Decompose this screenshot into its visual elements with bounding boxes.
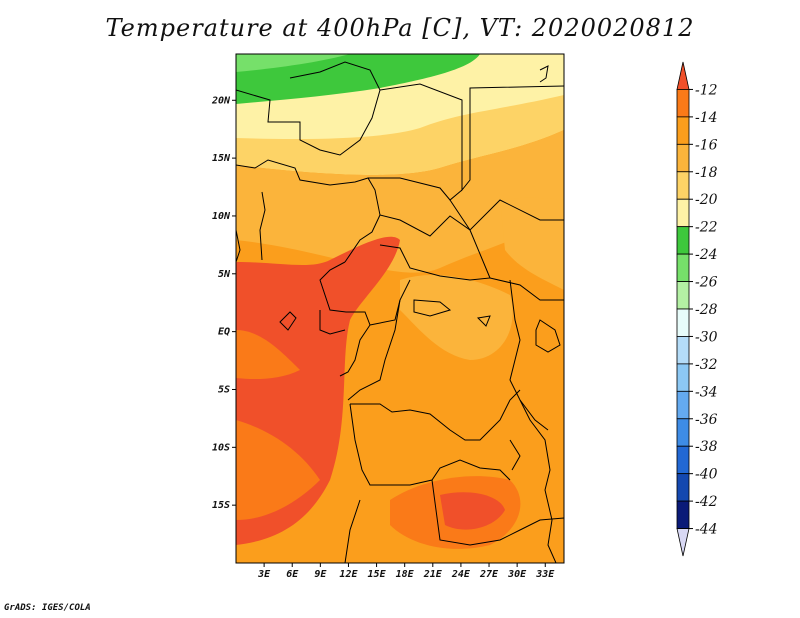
- colorbar-label: -40: [695, 467, 718, 483]
- colorbar-label: -16: [695, 137, 718, 153]
- colorbar-swatch: [676, 89, 690, 118]
- colorbar-swatch: [676, 61, 690, 90]
- colorbar-label: -34: [695, 384, 718, 400]
- colorbar-swatch: [676, 253, 690, 282]
- colorbar-swatch: [676, 445, 690, 475]
- longitude-label: 30E: [507, 569, 527, 580]
- colorbar-swatch: [676, 390, 690, 420]
- latitude-label: EQ: [218, 327, 230, 338]
- colorbar-swatch: [676, 473, 690, 502]
- longitude-label: 6E: [286, 569, 299, 580]
- longitude-label: 21E: [423, 569, 443, 580]
- colorbar-label: -24: [695, 247, 718, 263]
- page-title: Temperature at 400hPa [C], VT: 202002081…: [105, 14, 695, 42]
- colorbar-label: -32: [695, 357, 718, 373]
- colorbar: -12 -14 -16 -18 -20 -22 -24 -26 -28 -30 -32 -34 -36 -…: [676, 61, 718, 557]
- colorbar-label: -42: [695, 494, 718, 510]
- latitude-label: 5N: [218, 269, 231, 280]
- colorbar-swatch: [676, 336, 690, 365]
- latitude-axis: 20N 15N 10N 5N EQ 5S 10S 15S: [211, 95, 236, 511]
- longitude-label: 27E: [479, 569, 499, 580]
- colorbar-label: -12: [695, 82, 718, 98]
- latitude-label: 5S: [218, 384, 230, 395]
- colorbar-swatch: [676, 198, 690, 228]
- colorbar-label: -44: [695, 522, 718, 538]
- colorbar-label: -18: [695, 165, 718, 181]
- latitude-label: 10S: [212, 442, 230, 453]
- latitude-label: 15S: [212, 500, 230, 511]
- colorbar-label: -20: [695, 192, 718, 208]
- colorbar-swatch: [676, 226, 690, 255]
- longitude-label: 15E: [368, 569, 387, 580]
- colorbar-swatch: [676, 171, 690, 200]
- map-frame: [235, 53, 565, 564]
- colorbar-label: -30: [695, 329, 718, 345]
- latitude-label: 15N: [212, 153, 231, 164]
- colorbar-label: -38: [695, 439, 718, 455]
- colorbar-swatch: [676, 528, 690, 557]
- colorbar-label: -14: [695, 110, 718, 126]
- colorbar-swatch: [676, 143, 690, 173]
- longitude-axis: 3E 6E 9E 12E 15E 18E 21E 24E 27E 30E 33E: [257, 563, 555, 580]
- latitude-label: 20N: [211, 95, 231, 106]
- colorbar-label: -26: [695, 275, 718, 291]
- temperature-field: [236, 54, 564, 563]
- colorbar-swatch: [676, 500, 690, 529]
- longitude-label: 18E: [396, 569, 415, 580]
- colorbar-swatch: [676, 116, 690, 145]
- colorbar-swatch: [676, 418, 690, 447]
- colorbar-swatch: [676, 363, 690, 392]
- longitude-label: 3E: [257, 569, 271, 580]
- longitude-label: 33E: [535, 569, 555, 580]
- country-borders: [236, 61, 564, 563]
- longitude-label: 12E: [339, 569, 358, 580]
- credit-text: GrADS: IGES/COLA: [4, 603, 91, 613]
- colorbar-label: -36: [695, 412, 718, 428]
- longitude-label: 9E: [314, 569, 327, 580]
- longitude-label: 24E: [451, 569, 471, 580]
- colorbar-swatch: [676, 308, 690, 337]
- colorbar-swatch: [676, 281, 690, 310]
- latitude-label: 10N: [212, 211, 231, 222]
- colorbar-label: -28: [695, 302, 718, 318]
- colorbar-label: -22: [695, 220, 718, 236]
